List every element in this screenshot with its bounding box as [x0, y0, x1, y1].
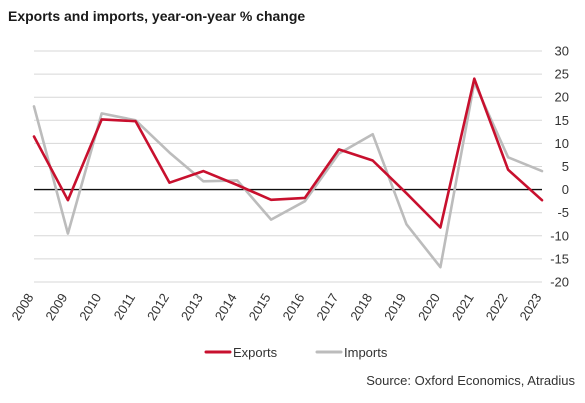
gridlines — [34, 50, 542, 283]
source-note: Source: Oxford Economics, Atradius — [366, 373, 575, 388]
legend: Exports Imports — [204, 345, 388, 360]
y-axis-ticks: 30 25 20 15 10 5 0 -5 -10 -15 -20 — [550, 44, 569, 290]
x-tick-label: 2020 — [415, 291, 443, 323]
x-tick-label: 2022 — [483, 291, 511, 323]
y-tick-label: 10 — [555, 136, 569, 151]
x-tick-label: 2018 — [347, 291, 375, 323]
x-axis-ticks: 2008 2009 2010 2011 2012 2013 2014 2015 2016 2017… — [8, 291, 544, 323]
y-tick-label: -20 — [550, 275, 569, 290]
x-tick-label: 2019 — [381, 291, 409, 323]
x-tick-label: 2016 — [279, 291, 307, 323]
x-tick-label: 2014 — [212, 291, 240, 323]
legend-label-imports: Imports — [344, 345, 388, 360]
y-tick-label: 20 — [555, 90, 569, 105]
series-lines — [32, 77, 544, 269]
x-tick-label: 2015 — [246, 291, 274, 323]
x-tick-label: 2008 — [8, 291, 36, 323]
x-tick-label: 2009 — [42, 291, 70, 323]
chart-title: Exports and imports, year-on-year % chan… — [8, 8, 306, 24]
x-tick-label: 2013 — [178, 291, 206, 323]
y-tick-label: 15 — [555, 113, 569, 128]
y-tick-label: 5 — [562, 159, 569, 174]
x-tick-label: 2017 — [313, 291, 341, 323]
series-line-imports — [32, 81, 544, 269]
x-tick-label: 2021 — [449, 291, 477, 323]
y-tick-label: -10 — [550, 228, 569, 243]
y-tick-label: 0 — [562, 182, 569, 197]
series-line-exports — [32, 77, 544, 229]
x-tick-label: 2012 — [144, 291, 172, 323]
y-tick-label: -5 — [557, 205, 569, 220]
legend-label-exports: Exports — [233, 345, 278, 360]
y-tick-label: 25 — [555, 67, 569, 82]
y-tick-label: -15 — [550, 251, 569, 266]
x-tick-label: 2011 — [111, 291, 139, 323]
x-tick-label: 2023 — [516, 291, 544, 323]
x-tick-label: 2010 — [76, 291, 104, 323]
y-tick-label: 30 — [555, 44, 569, 59]
